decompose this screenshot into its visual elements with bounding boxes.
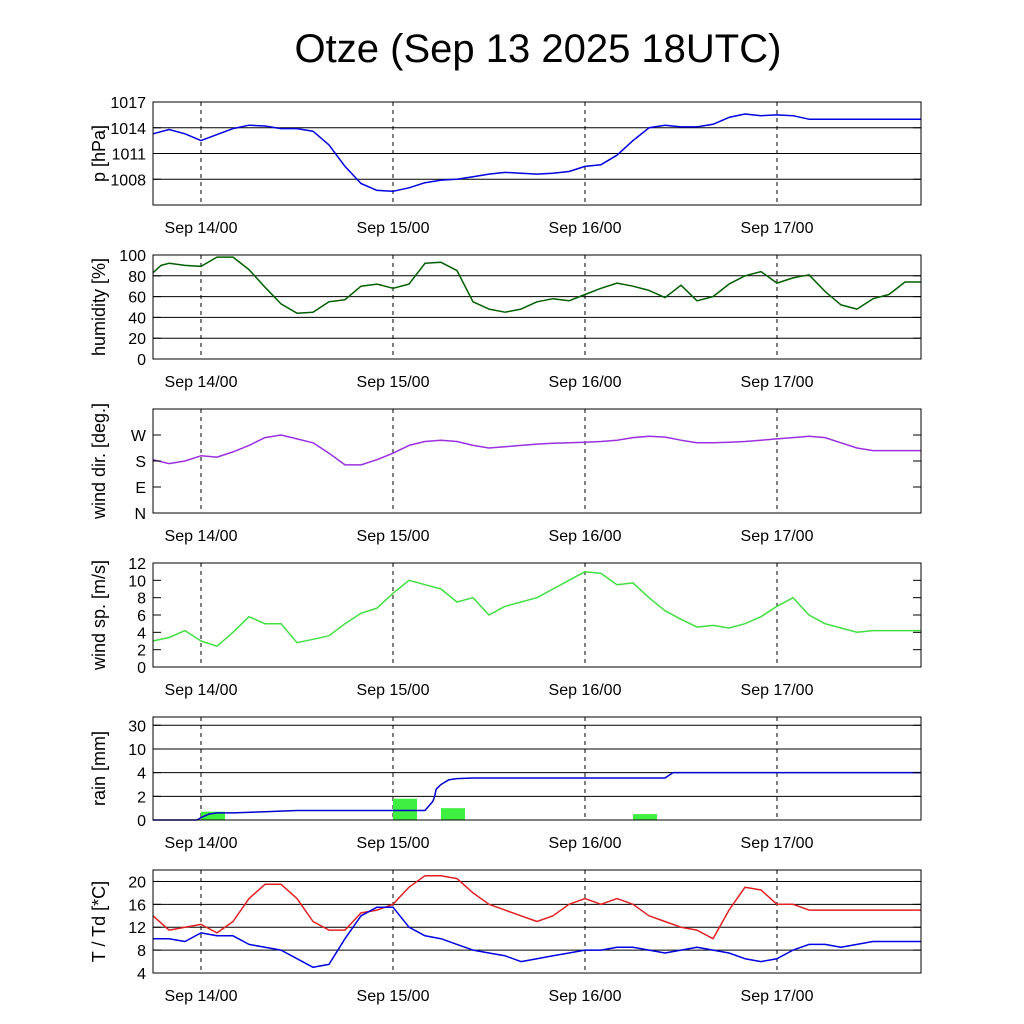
y-tick-label: 1011 xyxy=(112,147,147,164)
series-dew-point xyxy=(153,906,921,969)
rain-bar xyxy=(441,808,465,820)
rain-bar xyxy=(633,814,657,820)
y-tick-label: 10 xyxy=(128,573,146,590)
x-tick-label: Sep 15/00 xyxy=(357,528,430,545)
y-tick-label: N xyxy=(134,506,146,523)
x-tick-label: Sep 14/00 xyxy=(165,374,238,391)
rain-bar xyxy=(201,811,225,820)
x-tick-label: Sep 17/00 xyxy=(741,220,814,237)
x-tick-label: Sep 17/00 xyxy=(741,835,814,852)
y-tick-label: 8 xyxy=(137,591,146,608)
y-tick-label: 12 xyxy=(128,556,146,573)
panel-temperature: 20 16 12 8 4 Sep 14/00 Sep 15/00 Sep 16/00 Sep 1… xyxy=(89,869,922,1005)
y-tick-label: 80 xyxy=(128,269,146,286)
series-accumulated-rain xyxy=(153,771,921,821)
y-tick-label: 4 xyxy=(137,766,146,783)
x-tick-label: Sep 14/00 xyxy=(165,220,238,237)
plot-frame xyxy=(152,716,922,821)
y-axis-label: rain [mm] xyxy=(89,731,109,806)
x-tick-label: Sep 15/00 xyxy=(357,374,430,391)
x-tick-label: Sep 15/00 xyxy=(357,835,430,852)
y-tick-label: 10 xyxy=(128,742,146,759)
series-wind-direction xyxy=(152,434,921,466)
y-tick-label: 12 xyxy=(128,920,146,937)
y-tick-label: 30 xyxy=(128,718,146,735)
y-tick-label: S xyxy=(135,454,146,471)
panel-humidity: 100 80 60 40 20 0 Sep 14/00 Sep 15/00 Sep 16/00 S… xyxy=(89,248,922,391)
x-tick-label: Sep 16/00 xyxy=(549,988,622,1005)
y-tick-label: 100 xyxy=(119,248,146,265)
y-tick-label: 6 xyxy=(137,608,146,625)
rain-bar xyxy=(393,798,417,820)
series-humidity xyxy=(152,256,921,314)
y-tick-label: 0 xyxy=(137,660,146,677)
x-tick-label: Sep 16/00 xyxy=(549,682,622,699)
y-axis-label: humidity [%] xyxy=(89,258,109,356)
plot-frame xyxy=(152,562,922,668)
x-tick-label: Sep 16/00 xyxy=(549,374,622,391)
y-tick-label: 16 xyxy=(128,897,146,914)
y-tick-label: 2 xyxy=(137,643,146,660)
x-tick-label: Sep 14/00 xyxy=(165,528,238,545)
y-axis-label: p [hPa] xyxy=(89,125,109,182)
x-tick-label: Sep 17/00 xyxy=(741,528,814,545)
plot-frame xyxy=(152,254,922,360)
series-pressure xyxy=(152,113,921,193)
y-tick-label: 1017 xyxy=(110,95,146,112)
y-tick-label: 4 xyxy=(137,966,146,983)
series-wind-speed xyxy=(152,570,921,647)
y-tick-label: 40 xyxy=(128,310,146,327)
chart-title: Otze (Sep 13 2025 18UTC) xyxy=(295,27,782,71)
x-tick-label: Sep 16/00 xyxy=(549,528,622,545)
x-tick-label: Sep 14/00 xyxy=(165,988,238,1005)
y-tick-label: 2 xyxy=(137,789,146,806)
x-tick-label: Sep 15/00 xyxy=(357,988,430,1005)
y-tick-label: 4 xyxy=(137,625,146,642)
y-axis-label: wind dir. [deg.] xyxy=(89,403,109,520)
panel-rain: 30 10 4 2 0 Sep 14/00 Sep 15/00 Sep 16/00 Sep 17… xyxy=(89,716,922,852)
plot-frame xyxy=(152,869,922,974)
y-tick-label: 20 xyxy=(128,874,146,891)
y-axis-label: T / Td [*C] xyxy=(89,881,109,962)
x-tick-label: Sep 14/00 xyxy=(165,835,238,852)
y-tick-label: 8 xyxy=(137,943,146,960)
x-tick-label: Sep 15/00 xyxy=(357,682,430,699)
y-tick-label: 0 xyxy=(137,813,146,830)
y-tick-label: 60 xyxy=(128,290,146,307)
y-tick-label: E xyxy=(135,480,146,497)
x-tick-label: Sep 14/00 xyxy=(165,682,238,699)
x-tick-label: Sep 15/00 xyxy=(357,220,430,237)
x-tick-label: Sep 17/00 xyxy=(741,988,814,1005)
y-tick-label: W xyxy=(131,428,147,445)
x-tick-label: Sep 17/00 xyxy=(741,374,814,391)
y-tick-label: 1014 xyxy=(110,121,146,138)
plot-frame xyxy=(152,408,922,514)
x-tick-label: Sep 16/00 xyxy=(549,220,622,237)
x-tick-label: Sep 16/00 xyxy=(549,835,622,852)
y-tick-label: 20 xyxy=(128,331,146,348)
panel-pressure: 1017 1014 1011 1008 Sep 14/00 Sep 15/00 Sep 16… xyxy=(89,95,922,237)
x-tick-label: Sep 17/00 xyxy=(741,682,814,699)
y-axis-label: wind sp. [m/s] xyxy=(89,560,109,671)
y-tick-label: 0 xyxy=(137,352,146,369)
series-temperature xyxy=(152,874,921,940)
y-tick-label: 1008 xyxy=(110,172,146,189)
